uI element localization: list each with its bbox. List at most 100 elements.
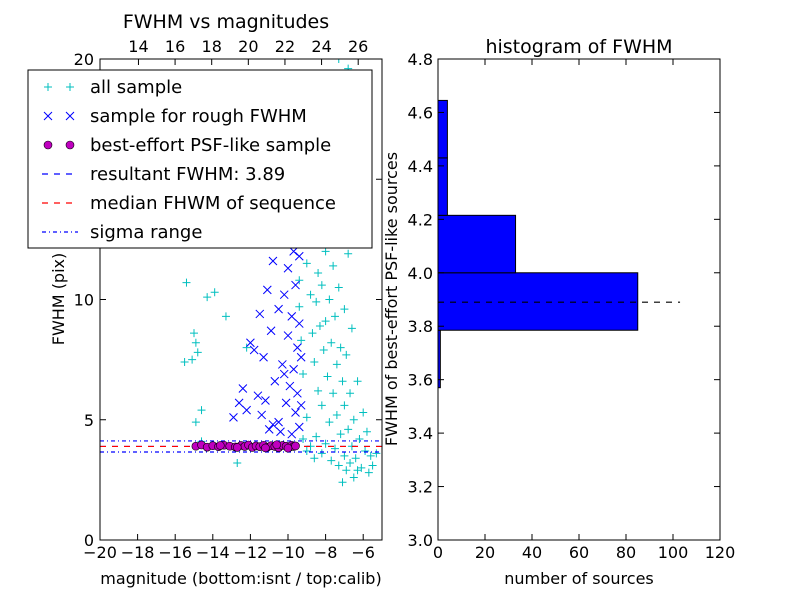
all-sample-point — [302, 259, 311, 268]
histogram-bar — [438, 272, 639, 331]
rough-fwhm-point — [268, 420, 278, 429]
all-sample-point — [323, 372, 332, 381]
hist-y-tick-label: 4.2 — [408, 210, 433, 229]
all-sample-point — [334, 59, 343, 63]
rough-fwhm-point — [238, 384, 248, 393]
all-sample-point — [190, 329, 198, 338]
all-sample-point — [325, 295, 334, 304]
all-sample-point — [191, 418, 200, 427]
hist-x-tick-label: 60 — [569, 543, 589, 562]
all-sample-point — [332, 410, 341, 419]
hist-y-tick-label: 3.6 — [408, 371, 433, 390]
histogram-data — [438, 99, 681, 389]
rough-fwhm-point — [294, 319, 304, 328]
rough-fwhm-point — [257, 410, 267, 420]
rough-fwhm-point — [278, 360, 287, 369]
hist-y-tick-label: 4.6 — [408, 103, 433, 122]
all-sample-point — [319, 346, 328, 355]
hist-y-tick-label: 3.0 — [408, 531, 433, 550]
all-sample-point — [302, 447, 311, 456]
histogram-panel: histogram of FWHM number of sources FWHM… — [382, 36, 735, 588]
legend-label: all sample — [90, 77, 182, 98]
all-sample-point — [353, 466, 362, 475]
rough-fwhm-point — [291, 408, 300, 417]
top-x-tick-label: 26 — [348, 37, 368, 56]
all-sample-point — [338, 377, 347, 386]
all-sample-point — [340, 305, 349, 314]
psf-like-point — [283, 443, 293, 453]
hist-x-tick-label: 100 — [658, 543, 689, 562]
hist-y-tick-label: 4.0 — [408, 264, 433, 283]
all-sample-point — [364, 468, 373, 477]
all-sample-point — [327, 456, 336, 465]
top-x-tick-label: 14 — [128, 37, 148, 56]
hist-x-tick-label: 0 — [433, 543, 443, 562]
all-sample-point — [372, 449, 381, 458]
rough-fwhm-point — [234, 398, 244, 408]
all-sample-point — [188, 355, 197, 364]
all-sample-point — [342, 466, 351, 475]
hist-x-tick-label: 20 — [475, 543, 495, 562]
x-tick-label: −10 — [271, 543, 305, 562]
rough-fwhm-point — [246, 338, 255, 348]
histogram-bar — [438, 99, 448, 159]
all-sample-point — [182, 278, 191, 287]
all-sample-point — [321, 439, 330, 448]
rough-fwhm-point — [262, 285, 272, 295]
all-sample-point — [355, 434, 364, 443]
top-x-tick-label: 24 — [311, 37, 331, 56]
legend-box — [27, 69, 373, 249]
rough-fwhm-point — [279, 290, 289, 300]
all-sample-point — [362, 427, 371, 436]
top-x-tick-label: 22 — [275, 37, 295, 56]
x-tick-label: −12 — [234, 543, 268, 562]
all-sample-point — [361, 447, 370, 456]
legend-circle-marker — [43, 140, 53, 150]
psf-like-point — [216, 441, 225, 450]
psf-like-point — [232, 443, 242, 452]
legend-entry: resultant FWHM: 3.89 — [42, 164, 285, 185]
hist-x-tick-label: 80 — [616, 543, 636, 562]
all-sample-point — [221, 312, 230, 321]
histogram-bar — [438, 157, 448, 216]
scatter-ylabel: FWHM (pix) — [49, 253, 68, 346]
legend-label: best-effort PSF-like sample — [90, 135, 331, 156]
rough-fwhm-point — [255, 309, 265, 319]
rough-fwhm-point — [276, 427, 285, 437]
rough-fwhm-point — [294, 422, 304, 432]
all-sample-point — [314, 269, 323, 278]
rough-fwhm-point — [274, 304, 283, 314]
rough-fwhm-point — [283, 263, 293, 273]
all-sample-point — [317, 401, 326, 410]
x-tick-label: −14 — [196, 543, 230, 562]
scatter-panel: FWHM vs magnitudes magnitude (bottom:isn… — [49, 11, 383, 588]
legend-plus-marker — [44, 83, 52, 91]
rough-fwhm-point — [287, 311, 297, 321]
all-sample-point — [368, 461, 377, 470]
legend-entry: sample for rough FWHM — [43, 106, 307, 127]
legend-x-marker — [65, 111, 75, 121]
all-sample-point — [317, 281, 326, 290]
all-sample-point — [329, 389, 338, 398]
all-sample-point — [295, 276, 304, 285]
top-x-tick-label: 20 — [238, 37, 258, 56]
rough-fwhm-point — [270, 376, 280, 386]
legend-plus-marker — [66, 83, 74, 91]
all-sample-point — [210, 288, 219, 297]
hist-x-tick-label: 120 — [705, 543, 736, 562]
all-sample-point — [366, 451, 375, 460]
x-tick-label: −6 — [351, 543, 375, 562]
legend-label: median FHWM of sequence — [90, 193, 336, 214]
y-tick-label: 20 — [74, 50, 94, 69]
all-sample-point — [310, 454, 319, 463]
all-sample-point — [327, 338, 336, 347]
y-tick-label: 10 — [74, 291, 94, 310]
all-sample-point — [336, 343, 345, 352]
all-sample-point — [344, 425, 353, 434]
all-sample-point — [344, 249, 353, 258]
all-sample-point — [193, 348, 202, 357]
histogram-frame — [437, 58, 721, 541]
all-sample-point — [340, 451, 349, 460]
all-sample-point — [302, 413, 311, 422]
y-tick-label: 5 — [84, 411, 94, 430]
